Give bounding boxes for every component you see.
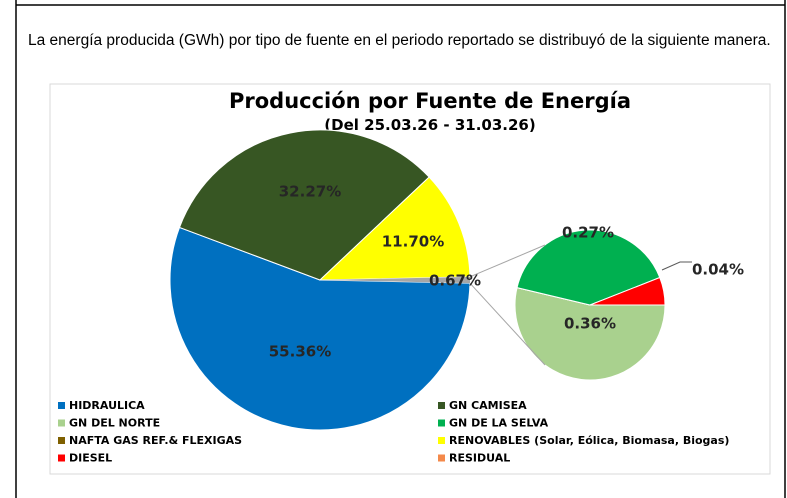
data-label: 0.67% (429, 272, 481, 290)
chart-title: Producción por Fuente de Energía (229, 89, 631, 113)
connector (469, 282, 546, 366)
legend-swatch (438, 402, 445, 409)
legend-label: GN CAMISEA (449, 399, 527, 412)
data-label: 0.27% (562, 224, 614, 242)
chart-subtitle: (Del 25.03.26 - 31.03.26) (324, 116, 535, 134)
legend-swatch (58, 402, 65, 409)
pie-slice (318, 176, 471, 281)
legend-label: RENOVABLES (Solar, Eólica, Biomasa, Biog… (449, 434, 729, 447)
legend-label: DIESEL (69, 452, 112, 465)
legend-swatch (58, 437, 65, 444)
data-label: 55.36% (269, 343, 331, 361)
leader-line (661, 261, 692, 271)
legend-swatch (438, 454, 445, 462)
legend-swatch (438, 419, 445, 427)
legend-swatch (58, 454, 65, 462)
data-label: 32.27% (279, 183, 341, 201)
pie-slice (169, 226, 471, 431)
pie-slice (178, 129, 430, 281)
data-label: 0.36% (564, 315, 616, 333)
data-label: 0.04% (692, 261, 744, 279)
legend-label: GN DE LA SELVA (449, 417, 549, 430)
connector (469, 244, 546, 278)
legend-swatch (58, 419, 65, 427)
legend-label: HIDRAULICA (69, 399, 145, 412)
paragraph: La energía producida (GWh) por tipo de f… (28, 32, 771, 49)
legend-swatch (438, 437, 445, 444)
pie-slice (514, 286, 666, 381)
legend-label: NAFTA GAS REF.& FLEXIGAS (69, 434, 242, 447)
data-label: 11.70% (382, 233, 444, 251)
pie-slice (516, 229, 661, 306)
legend-label: RESIDUAL (449, 452, 510, 465)
pie-slice-other (320, 276, 470, 284)
pie-slice (589, 276, 666, 306)
legend-label: GN DEL NORTE (69, 417, 160, 430)
